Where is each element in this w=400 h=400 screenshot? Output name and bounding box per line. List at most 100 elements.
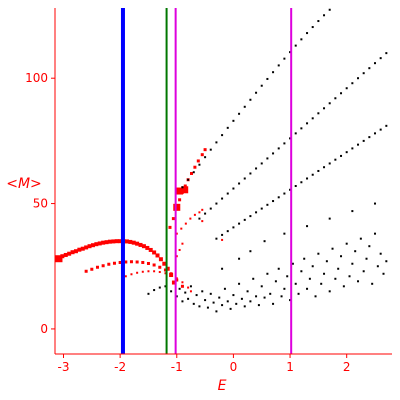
- black-point: [249, 215, 252, 218]
- red-point: [155, 253, 160, 258]
- black-point: [232, 119, 235, 122]
- black-point: [246, 290, 249, 293]
- black-point: [289, 137, 292, 140]
- black-point: [374, 132, 377, 135]
- red-point: [130, 273, 133, 276]
- black-point: [294, 44, 297, 47]
- black-point: [189, 285, 192, 288]
- black-point: [164, 285, 167, 288]
- black-point: [257, 304, 260, 307]
- black-point: [226, 192, 229, 195]
- black-point: [198, 163, 201, 166]
- black-point: [178, 287, 181, 290]
- black-point: [195, 294, 198, 297]
- red-point: [169, 272, 173, 276]
- red-point: [136, 271, 139, 274]
- black-point: [291, 262, 294, 265]
- red-point: [158, 265, 162, 269]
- red-point: [187, 286, 190, 289]
- red-point: [124, 275, 127, 278]
- red-point: [95, 265, 99, 269]
- black-point: [221, 233, 224, 236]
- black-point: [300, 181, 303, 184]
- black-point: [306, 32, 309, 35]
- red-point: [114, 239, 119, 244]
- black-point: [187, 178, 190, 181]
- black-point: [272, 152, 275, 155]
- black-point: [266, 272, 269, 275]
- black-point: [243, 105, 246, 108]
- black-point: [374, 62, 377, 65]
- black-point: [357, 143, 360, 146]
- red-point: [124, 239, 129, 244]
- black-point: [226, 230, 229, 233]
- black-point: [215, 237, 218, 240]
- black-point: [218, 296, 221, 299]
- red-point: [73, 249, 78, 254]
- black-point: [266, 203, 269, 206]
- black-point: [342, 285, 345, 288]
- red-point: [135, 241, 140, 246]
- black-point: [277, 64, 280, 67]
- black-point: [277, 147, 280, 150]
- red-point: [145, 245, 150, 250]
- black-point: [286, 275, 289, 278]
- black-point: [317, 112, 320, 115]
- black-point: [328, 8, 331, 11]
- red-point: [196, 159, 200, 163]
- red-point: [175, 278, 179, 282]
- black-point: [266, 77, 269, 80]
- black-point: [368, 67, 371, 70]
- red-point: [118, 239, 123, 244]
- red-point: [163, 268, 167, 272]
- black-point: [300, 38, 303, 41]
- x-axis-title: E: [218, 378, 227, 394]
- black-point: [229, 307, 232, 310]
- black-point: [334, 97, 337, 100]
- black-point: [201, 290, 204, 293]
- black-point: [317, 252, 320, 255]
- red-point: [193, 165, 197, 169]
- black-points-layer: [147, 8, 388, 313]
- black-point: [337, 267, 340, 270]
- black-point: [260, 285, 263, 288]
- red-point: [104, 240, 109, 245]
- red-point: [84, 269, 88, 273]
- x-tick-label: -3: [58, 360, 70, 374]
- black-point: [232, 226, 235, 229]
- black-point: [215, 141, 218, 144]
- black-point: [351, 210, 354, 213]
- black-point: [351, 262, 354, 265]
- red-point: [158, 257, 163, 262]
- black-point: [221, 197, 224, 200]
- red-point: [107, 239, 112, 244]
- red-point: [203, 148, 207, 152]
- red-point: [184, 222, 187, 225]
- black-point: [297, 292, 300, 295]
- y-axis-title: <M>: [6, 176, 42, 192]
- black-point: [385, 52, 388, 55]
- black-point: [223, 287, 226, 290]
- red-point: [77, 247, 82, 252]
- black-point: [277, 267, 280, 270]
- red-point: [171, 280, 176, 285]
- black-point: [221, 267, 224, 270]
- black-point: [221, 134, 224, 137]
- red-point: [80, 246, 85, 251]
- black-point: [198, 305, 201, 308]
- black-point: [243, 218, 246, 221]
- red-points-layer: [55, 148, 224, 293]
- black-point: [235, 302, 238, 305]
- black-point: [311, 265, 314, 268]
- black-point: [232, 187, 235, 190]
- black-point: [385, 124, 388, 127]
- black-point: [300, 270, 303, 273]
- red-point: [135, 260, 139, 264]
- x-tick-label: 0: [230, 360, 238, 374]
- black-point: [252, 277, 255, 280]
- black-point: [240, 297, 243, 300]
- black-point: [209, 292, 212, 295]
- black-point: [294, 185, 297, 188]
- black-point: [175, 295, 178, 298]
